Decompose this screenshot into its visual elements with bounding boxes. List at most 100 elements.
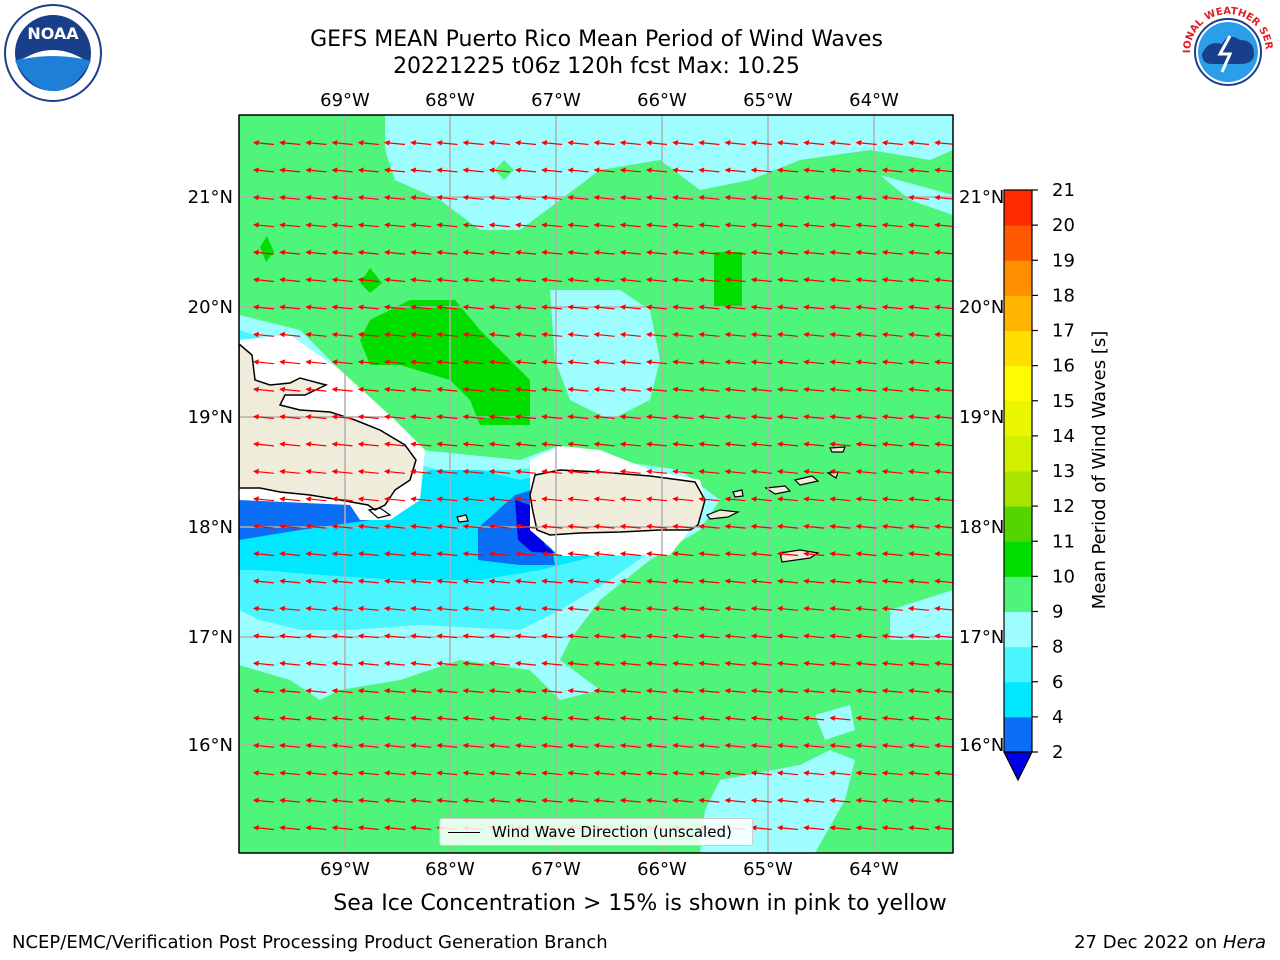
wind-arrow [279, 277, 301, 283]
colorbar-tick-label: 15 [1052, 391, 1075, 412]
wind-arrow [331, 304, 353, 310]
wind-arrow [777, 660, 799, 667]
wind-arrow [908, 441, 930, 447]
colorbar-tick-label: 10 [1052, 566, 1075, 587]
wind-arrow [253, 249, 275, 256]
wind-arrow [698, 551, 720, 557]
wind-arrow [515, 222, 537, 228]
wind-arrow [672, 660, 694, 667]
wind-arrow [803, 578, 825, 584]
wind-arrow [672, 770, 694, 776]
wind-arrow [384, 277, 406, 283]
wind-arrow [410, 386, 432, 393]
wind-arrow [488, 468, 510, 475]
wind-arrow [881, 167, 903, 173]
wind-arrow [881, 660, 903, 667]
colorbar-tick-label: 19 [1052, 250, 1075, 271]
wind-arrow [934, 633, 953, 639]
wind-arrow [934, 688, 953, 694]
wind-arrow [279, 770, 301, 776]
wind-arrow [619, 140, 641, 146]
wind-arrow [855, 441, 877, 447]
wind-arrow [384, 249, 406, 256]
wind-arrow [672, 496, 694, 502]
wind-arrow [803, 194, 825, 201]
wind-arrow [541, 441, 563, 447]
wind-arrow [619, 605, 641, 612]
wind-arrow [777, 523, 799, 530]
wind-arrow [646, 797, 668, 804]
island-coastline [793, 475, 820, 486]
wind-arrow [541, 468, 563, 475]
wind-arrow [934, 359, 953, 365]
wind-arrow [908, 688, 930, 694]
wind-arrow [619, 331, 641, 338]
wind-arrow [279, 633, 301, 639]
wind-arrow [462, 359, 484, 365]
wind-arrow [410, 359, 432, 365]
wind-arrow [279, 825, 301, 831]
latitude-label: 19°N [959, 407, 1004, 428]
wind-arrow [488, 359, 510, 365]
wind-arrow [410, 496, 432, 502]
wind-arrow [305, 633, 327, 639]
wind-arrow [384, 770, 406, 776]
wind-arrow [619, 523, 641, 530]
wind-arrow [646, 633, 668, 639]
wind-arrow [881, 249, 903, 256]
wind-arrow [829, 660, 851, 667]
wind-arrow [488, 660, 510, 667]
wind-arrow [934, 277, 953, 283]
wind-arrow [253, 770, 275, 776]
colorbar-tick-label: 17 [1052, 321, 1075, 342]
wind-arrow [384, 222, 406, 228]
wind-arrow [305, 688, 327, 694]
wind-arrow [829, 167, 851, 173]
wind-arrow [908, 331, 930, 338]
wind-arrow [253, 551, 275, 557]
wind-arrow [279, 194, 301, 201]
wind-arrow [646, 386, 668, 393]
wind-arrow [829, 551, 851, 557]
wind-arrow [934, 386, 953, 393]
wind-arrow [855, 523, 877, 530]
wind-arrow [462, 414, 484, 420]
wind-arrow [908, 222, 930, 228]
wind-arrow [672, 797, 694, 804]
wind-arrow [253, 140, 275, 146]
colorbar-swatch [1004, 471, 1032, 507]
wind-arrow [357, 578, 379, 584]
wind-arrow [253, 496, 275, 502]
wind-arrow [829, 688, 851, 694]
wind-arrow [384, 140, 406, 146]
wind-arrow [593, 468, 615, 475]
wind-arrow [436, 441, 458, 447]
wind-arrow [253, 386, 275, 393]
wind-arrow [357, 551, 379, 557]
wind-arrow [724, 331, 746, 338]
wind-arrow [279, 605, 301, 612]
wind-arrow [672, 331, 694, 338]
colorbar-swatch [1004, 716, 1032, 753]
wind-arrow [724, 605, 746, 612]
wind-arrow [619, 277, 641, 283]
wind-arrow [646, 742, 668, 749]
wind-arrow [646, 167, 668, 173]
wind-arrow [829, 140, 851, 146]
wind-arrow [305, 194, 327, 201]
wind-arrow [436, 770, 458, 776]
wind-arrow [305, 523, 327, 530]
wind-arrow [724, 167, 746, 173]
wind-arrow [698, 770, 720, 776]
wind-arrow [515, 715, 537, 721]
wind-arrow [541, 496, 563, 502]
wind-arrow [619, 222, 641, 228]
wind-arrow [567, 660, 589, 667]
wind-arrow [646, 277, 668, 283]
wind-arrow [724, 496, 746, 502]
wind-arrow [357, 770, 379, 776]
wind-arrow [803, 825, 825, 831]
wind-arrow [279, 523, 301, 530]
wind-arrow [829, 249, 851, 256]
wind-arrow [541, 578, 563, 584]
